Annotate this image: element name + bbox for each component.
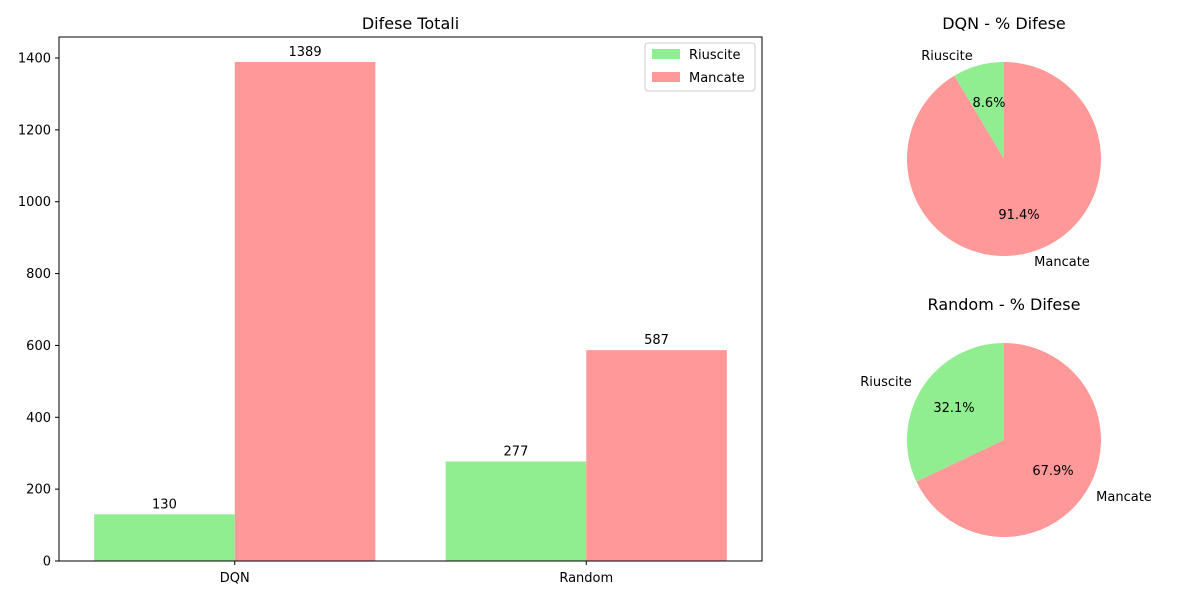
y-tick-label: 800 — [26, 267, 51, 282]
pie-chart-dqn: DQN - % Difese Riuscite Mancate 8.6% 91.… — [907, 14, 1102, 270]
pie-slice-riuscite — [954, 62, 1004, 159]
bar-mancate-random — [586, 350, 727, 561]
bar-riuscite-random — [445, 461, 587, 561]
y-tick-label: 0 — [43, 555, 51, 570]
pie-dqn-pct-riuscite: 8.6% — [972, 96, 1005, 111]
pie-random-pct-mancate: 67.9% — [1032, 464, 1073, 479]
y-axis: 0 200 400 600 800 1000 1200 1400 — [18, 52, 59, 570]
bar-chart: Difese Totali 0200400600800100012001400 … — [18, 14, 763, 586]
y-tick-label: 400 — [26, 411, 51, 426]
bar-series — [94, 61, 727, 561]
legend: Riuscite Mancate — [644, 42, 756, 92]
pie-random-slices — [907, 343, 1101, 537]
pie-chart-random: Random - % Difese Riuscite Mancate 32.1%… — [860, 295, 1152, 537]
x-tick-label: DQN — [220, 571, 250, 586]
pie-dqn-label-mancate: Mancate — [1034, 255, 1090, 270]
pie-slice-mancate — [907, 61, 1102, 257]
pie-random-label-riuscite: Riuscite — [860, 375, 912, 390]
legend-label-riuscite: Riuscite — [689, 48, 741, 63]
pie-random-pct-riuscite: 32.1% — [933, 401, 974, 416]
pie-dqn-slices — [907, 61, 1102, 257]
pie-random-title: Random - % Difese — [928, 295, 1081, 314]
bar-value-label: 1389 — [289, 45, 322, 60]
y-tick-label: 600 — [26, 339, 51, 354]
bar-riuscite-dqn — [94, 514, 235, 561]
legend-swatch-riuscite — [652, 49, 680, 59]
legend-label-mancate: Mancate — [689, 71, 745, 86]
plot-frame — [58, 36, 763, 562]
bar-chart-title: Difese Totali — [362, 14, 459, 33]
y-tick-label: 1200 — [18, 123, 51, 138]
x-axis: DQN Random — [220, 561, 613, 586]
legend-swatch-mancate — [652, 72, 680, 82]
bar-value-label: 277 — [504, 444, 529, 459]
pie-dqn-pct-mancate: 91.4% — [998, 208, 1039, 223]
bar-value-label: 130 — [152, 497, 177, 512]
y-tick-label: 1000 — [18, 195, 51, 210]
pie-dqn-label-riuscite: Riuscite — [921, 49, 973, 64]
y-tick-label: 200 — [26, 483, 51, 498]
pie-slice-mancate — [916, 343, 1101, 537]
y-tick-label: 1400 — [18, 52, 51, 67]
pie-random-label-mancate: Mancate — [1096, 490, 1152, 505]
pie-dqn-title: DQN - % Difese — [942, 14, 1066, 33]
bar-mancate-dqn — [234, 61, 376, 561]
bar-value-label: 587 — [644, 333, 669, 348]
bar-data-labels: 130 1389 277 587 — [152, 45, 669, 512]
x-tick-label: Random — [559, 571, 613, 586]
pie-slice-riuscite — [907, 343, 1004, 482]
